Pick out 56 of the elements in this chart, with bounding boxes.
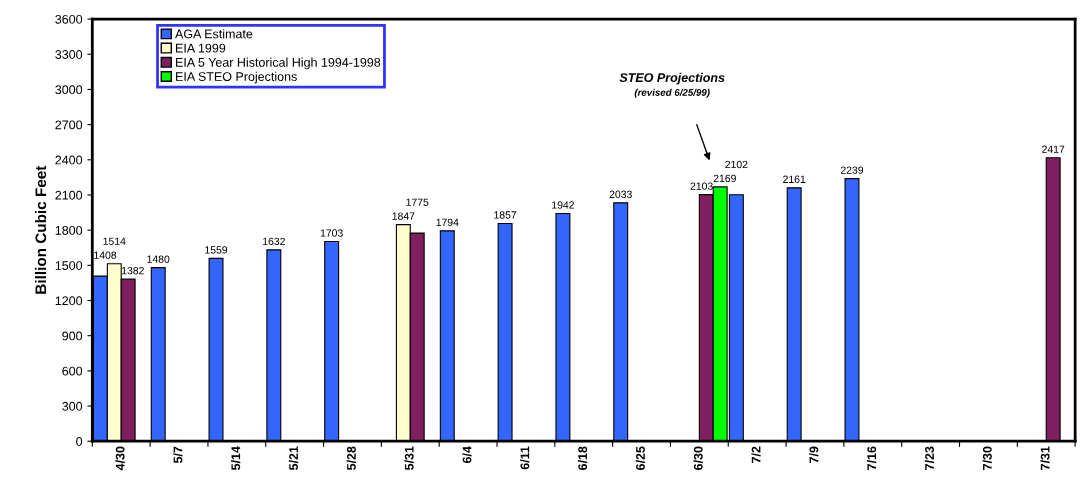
- x-tick-label: 4/30: [115, 446, 125, 471]
- data-label: 1857: [494, 211, 517, 219]
- x-tick-label: 5/28: [346, 446, 356, 471]
- x-tick-label: 6/30: [693, 446, 703, 470]
- y-tick-label: 0: [76, 437, 83, 446]
- x-tick-label: 6/4: [462, 446, 472, 463]
- y-tick-label: 900: [62, 331, 83, 341]
- legend-label: EIA 1999: [176, 43, 226, 53]
- y-tick-label: 1800: [55, 225, 83, 235]
- data-label: 2417: [1042, 145, 1065, 153]
- data-label: 1632: [263, 237, 285, 246]
- data-label: 1480: [147, 255, 170, 263]
- data-label: 1794: [436, 218, 459, 227]
- y-tick-label: 2100: [55, 190, 83, 200]
- y-tick-label: 600: [62, 366, 83, 376]
- data-label: 1408: [94, 251, 117, 259]
- x-tick-label: 5/14: [231, 446, 241, 471]
- annotation: STEO Projections: [619, 72, 725, 85]
- x-tick-label: 7/30: [982, 446, 992, 470]
- x-tick-label: 5/21: [288, 446, 299, 471]
- data-label: 1942: [552, 201, 574, 209]
- data-label: 2102: [725, 160, 748, 169]
- x-tick-label: 7/31: [1040, 446, 1050, 470]
- y-tick-label: 300: [62, 401, 83, 411]
- x-tick-label: 7/2: [751, 446, 761, 463]
- y-tick-label: 3300: [55, 50, 83, 59]
- data-label: 2239: [840, 166, 864, 174]
- y-tick-label: 2700: [55, 120, 83, 130]
- data-label: 1847: [392, 212, 415, 220]
- data-label: 1514: [103, 237, 126, 245]
- y-axis-title: Billion Cubic Feet: [34, 165, 47, 294]
- x-tick-label: 6/11: [520, 446, 530, 470]
- legend-label: EIA STEO Projections: [176, 71, 297, 84]
- y-tick-label: 3600: [55, 14, 83, 24]
- x-tick-label: 6/25: [635, 446, 646, 470]
- data-label: 2169: [713, 174, 736, 183]
- x-tick-label: 5/7: [173, 446, 183, 464]
- legend-label: EIA 5 Year Historical High 1994-1998: [176, 57, 381, 70]
- legend-label: AGA Estimate: [175, 29, 253, 39]
- data-label: 2033: [609, 190, 632, 198]
- data-label: 1703: [320, 229, 343, 237]
- y-tick-label: 1200: [55, 296, 83, 306]
- data-label: 1559: [205, 246, 228, 254]
- data-label: 2161: [783, 175, 806, 183]
- y-tick-label: 1500: [55, 261, 83, 270]
- x-tick-label: 7/9: [809, 446, 819, 463]
- data-label: 1382: [122, 266, 144, 275]
- y-tick-label: 2400: [55, 155, 83, 165]
- annotation: (revised 6/25/99): [634, 88, 710, 98]
- x-tick-label: 7/16: [866, 446, 877, 470]
- x-tick-label: 6/18: [577, 446, 588, 470]
- data-label: 1775: [406, 198, 429, 206]
- x-tick-label: 7/23: [924, 446, 935, 470]
- y-tick-label: 3000: [55, 85, 83, 95]
- data-label: 2103: [690, 182, 713, 190]
- x-tick-label: 5/31: [404, 446, 414, 471]
